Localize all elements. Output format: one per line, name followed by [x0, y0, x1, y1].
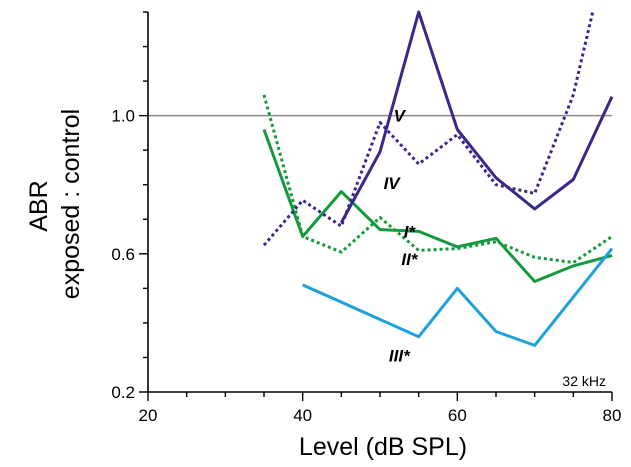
series-label-i: I*: [404, 222, 417, 241]
x-tick-label: 20: [139, 406, 158, 425]
frequency-annotation: 32 kHz: [562, 373, 606, 389]
axes: 20 40 60 80 0.2 0.6 1.0: [111, 11, 622, 425]
series-label-ii: II*: [401, 250, 418, 269]
series-label-iv: IV: [384, 174, 402, 193]
y-axis-title-line1: ABR: [25, 180, 53, 231]
series-line-3: [302, 247, 614, 347]
series-label-iii: III*: [389, 347, 411, 366]
series-line-5: [339, 10, 614, 224]
series-line-1: [262, 128, 613, 283]
plot-area: [148, 10, 614, 347]
x-tick-label: 60: [448, 406, 467, 425]
y-tick-label: 0.6: [111, 245, 135, 264]
series-label-v: V: [394, 107, 407, 126]
x-tick-label: 40: [293, 406, 312, 425]
x-axis-title: Level (dB SPL): [299, 433, 467, 461]
series-line-2: [262, 94, 613, 264]
series-labels: V IV I* II* III*: [384, 107, 419, 366]
y-axis-title-line2: exposed : control: [57, 109, 85, 299]
series-line-4: [262, 11, 595, 247]
x-tick-label: 80: [603, 406, 622, 425]
y-tick-label: 1.0: [111, 107, 135, 126]
y-tick-label: 0.2: [111, 383, 135, 402]
